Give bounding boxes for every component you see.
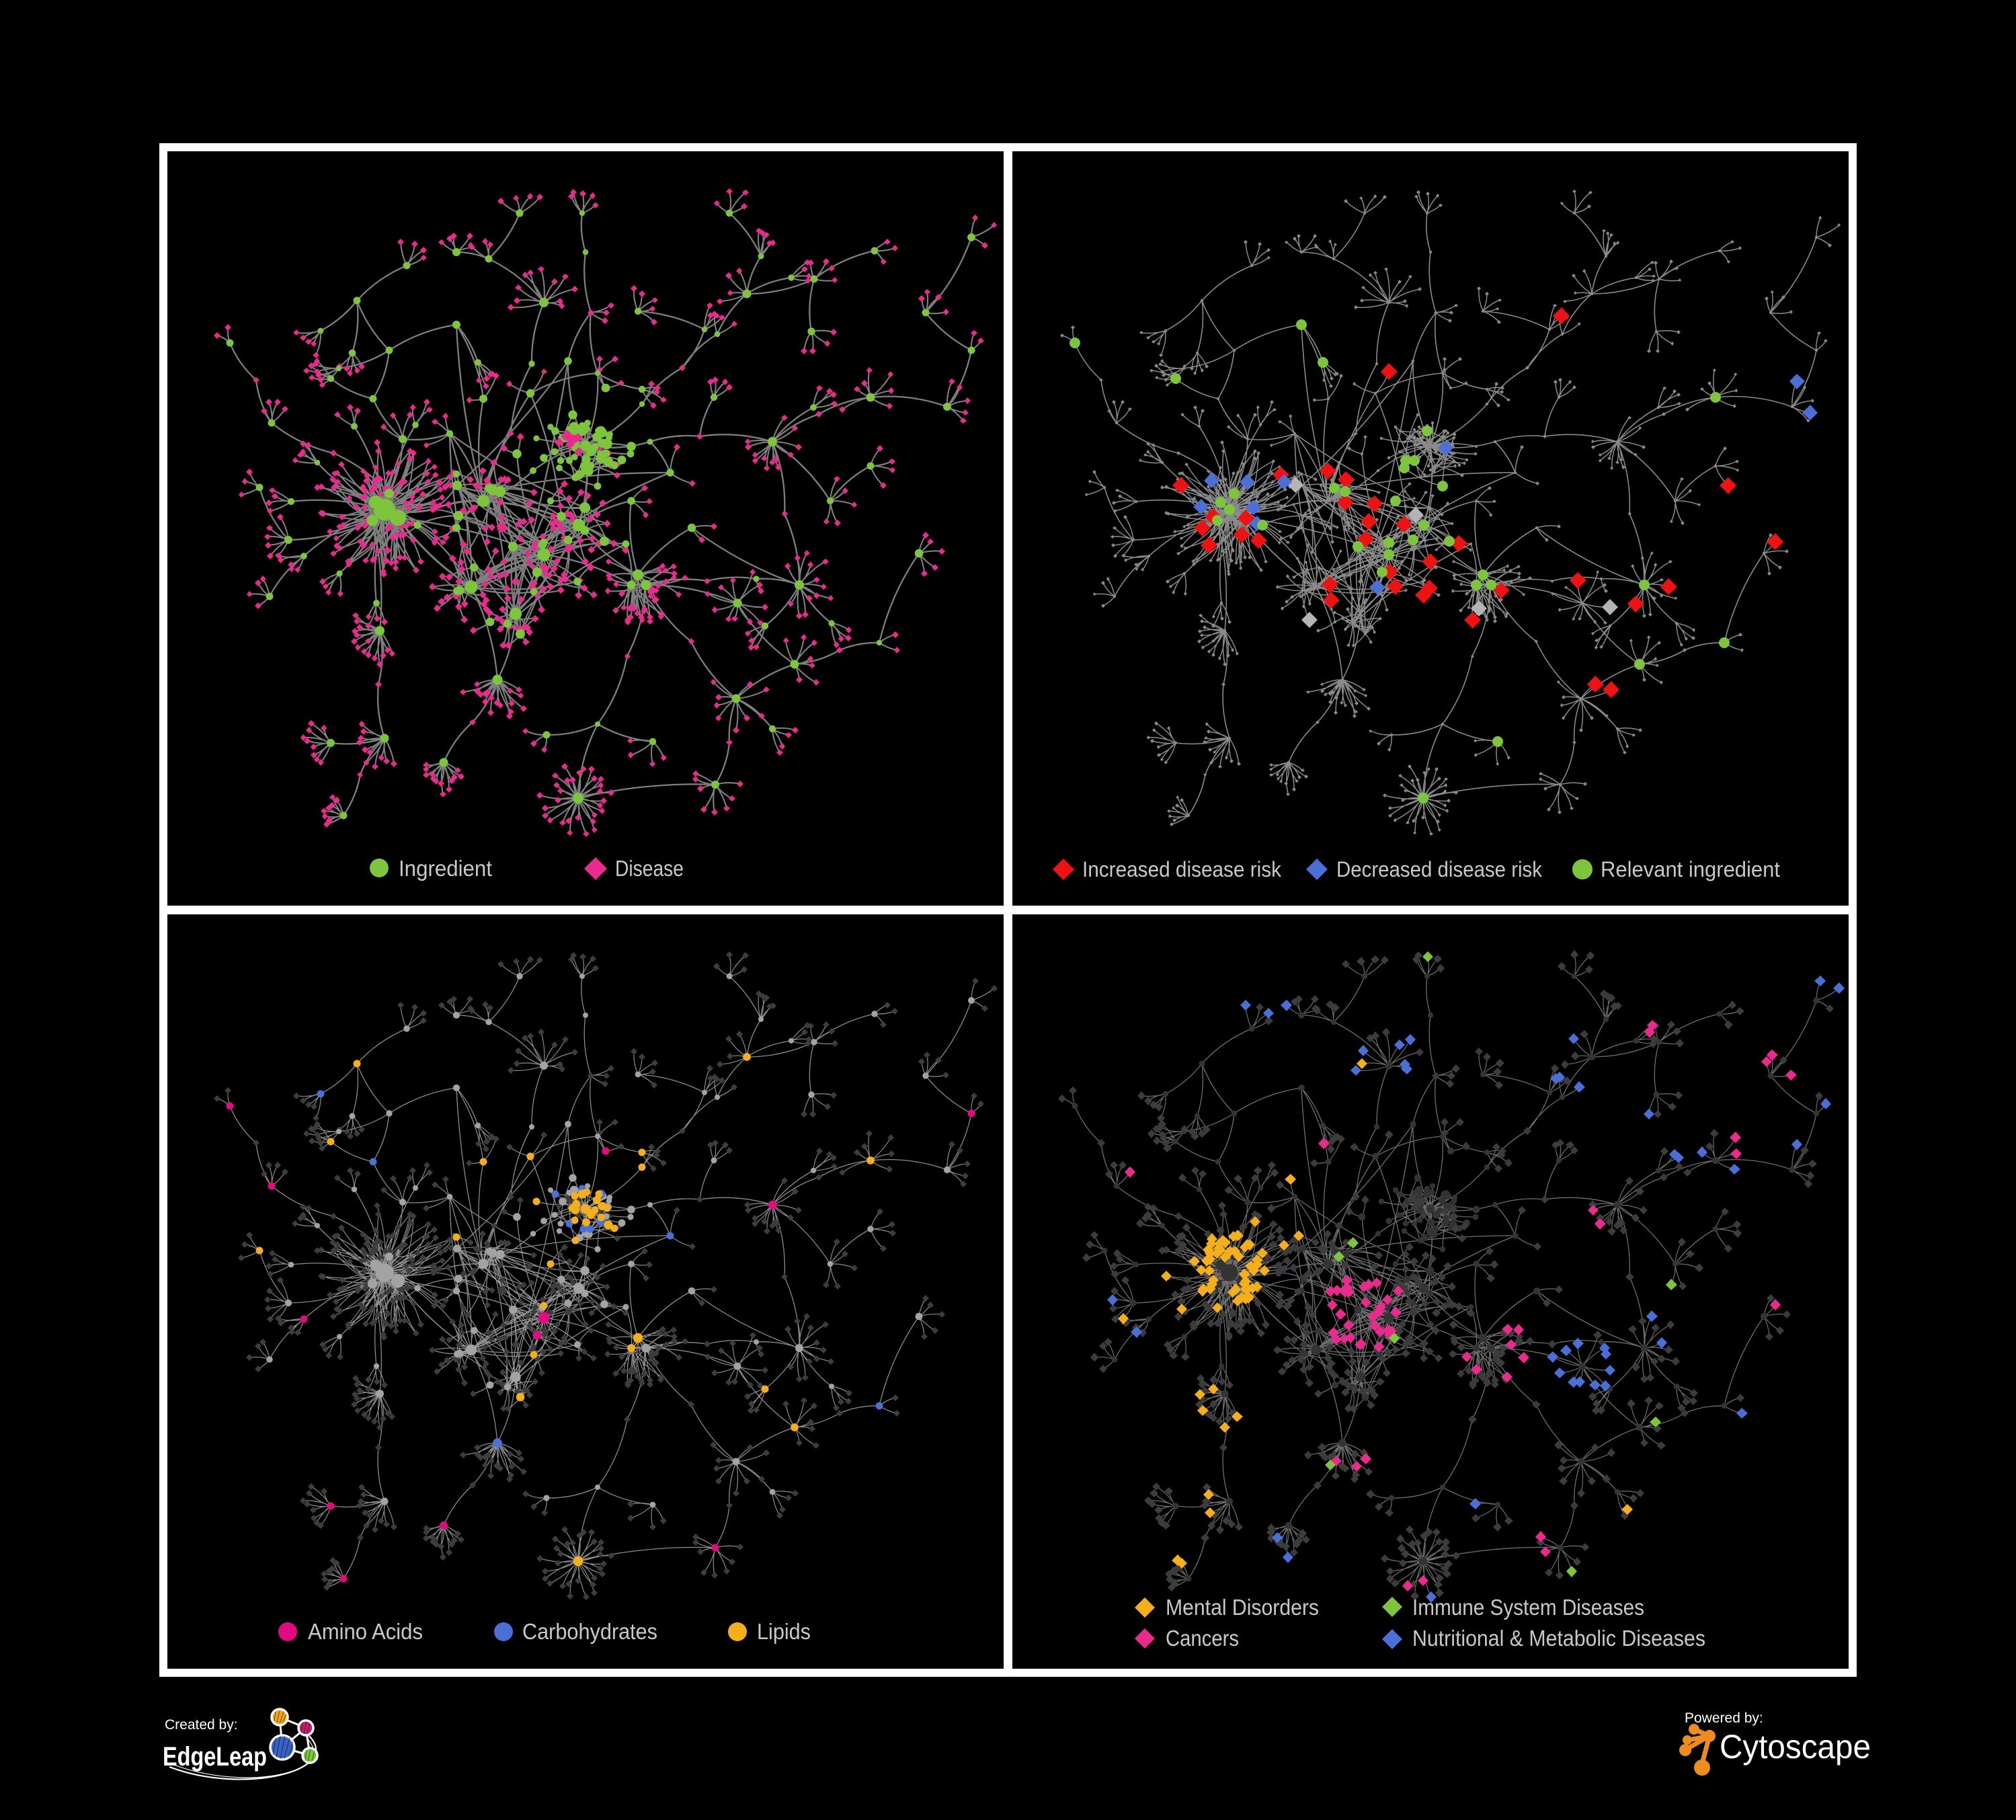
svg-text:EdgeLeap: EdgeLeap (163, 1742, 267, 1772)
svg-text:Cancers: Cancers (1166, 1626, 1239, 1651)
svg-text:Decreased disease risk: Decreased disease risk (1336, 857, 1543, 881)
svg-text:Mental Disorders: Mental Disorders (1166, 1595, 1319, 1620)
svg-text:Lipids: Lipids (757, 1619, 811, 1644)
svg-text:Cytoscape: Cytoscape (1720, 1728, 1871, 1766)
svg-text:Immune System Diseases: Immune System Diseases (1412, 1595, 1644, 1620)
svg-text:Amino Acids: Amino Acids (308, 1619, 423, 1644)
svg-text:Relevant ingredient: Relevant ingredient (1601, 857, 1780, 881)
svg-text:Increased disease risk: Increased disease risk (1082, 857, 1282, 881)
svg-text:Disease: Disease (615, 856, 684, 881)
svg-text:Carbohydrates: Carbohydrates (522, 1619, 657, 1644)
svg-text:Created by:: Created by: (165, 1717, 238, 1733)
svg-text:Nutritional & Metabolic Diseas: Nutritional & Metabolic Diseases (1412, 1626, 1705, 1651)
svg-text:Ingredient: Ingredient (399, 856, 492, 881)
svg-text:Powered by:: Powered by: (1685, 1710, 1763, 1726)
